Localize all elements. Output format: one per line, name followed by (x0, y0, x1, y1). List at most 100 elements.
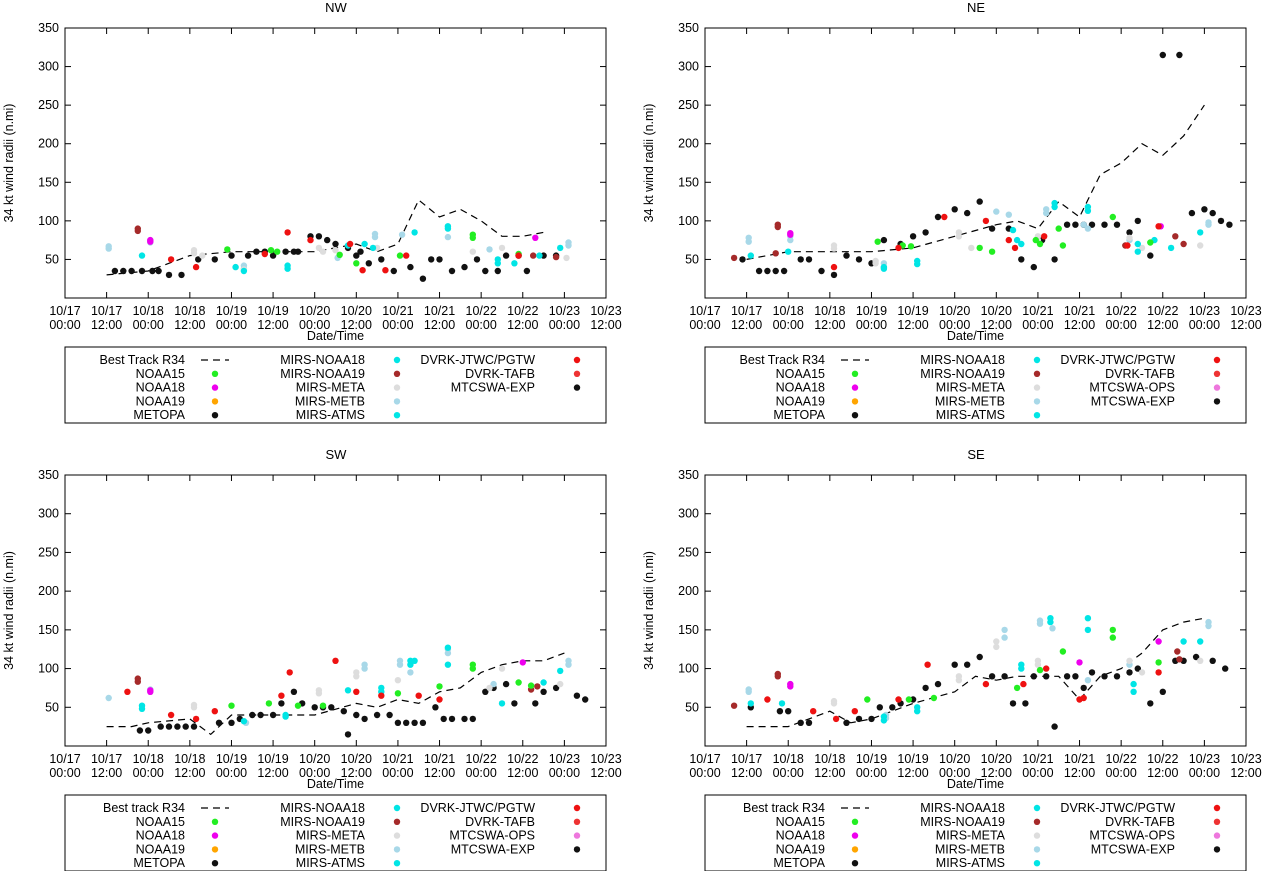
x-tick-label: 12:00 (91, 318, 122, 332)
data-point (128, 267, 135, 275)
x-tick-label: 12:00 (731, 766, 762, 780)
data-point (199, 252, 206, 259)
legend-dot-key (211, 860, 219, 867)
data-point (315, 690, 323, 697)
data-point (565, 242, 572, 249)
x-tick-label: 10/17 (49, 752, 80, 766)
legend-dot-key (573, 832, 581, 839)
legend-dot-key (573, 818, 581, 825)
x-tick-label: 10/22 (507, 752, 538, 766)
x-tick-label: 10/19 (257, 304, 288, 318)
data-point (278, 700, 285, 707)
legend-label: NOAA18 (136, 829, 185, 843)
best-track-line (746, 617, 1205, 728)
series-mirs-meta (190, 665, 564, 711)
series-mirs-metb (745, 206, 1212, 271)
x-tick-label: 10/19 (856, 304, 887, 318)
legend-dot-key (1213, 398, 1221, 405)
data-point (1030, 263, 1038, 271)
data-point (124, 688, 131, 695)
x-tick-label: 12:00 (814, 766, 845, 780)
data-point (1088, 669, 1096, 676)
y-tick-label: 150 (38, 623, 59, 637)
x-tick-label: 12:00 (814, 318, 845, 332)
data-point (895, 244, 902, 252)
legend-dot-key (211, 818, 219, 825)
data-point (536, 252, 543, 259)
legend-dot-key (211, 846, 219, 853)
x-tick-label: 10/18 (814, 752, 845, 766)
data-point (224, 246, 231, 253)
data-point (1059, 242, 1067, 249)
data-point (988, 673, 996, 680)
series-dvrk-jtwc-pgtw (124, 657, 443, 723)
data-point (745, 238, 752, 245)
data-point (787, 683, 794, 690)
data-point (1049, 625, 1056, 632)
x-tick-label: 12:00 (1230, 766, 1261, 780)
data-point (787, 236, 794, 244)
y-tick-label: 200 (38, 584, 59, 598)
series-noaa15 (228, 661, 535, 709)
data-point (532, 234, 539, 241)
data-point (346, 240, 354, 248)
data-point (378, 256, 385, 263)
data-point (1124, 242, 1131, 249)
x-tick-label: 10/17 (731, 304, 762, 318)
legend-dot-key (1033, 818, 1041, 825)
data-point (747, 700, 754, 707)
data-point (1113, 221, 1121, 228)
data-point (1084, 225, 1092, 232)
x-tick-label: 00:00 (216, 318, 247, 332)
data-point (407, 669, 414, 676)
legend-label: MIRS-ATMS (296, 856, 365, 870)
x-tick-label: 00:00 (466, 766, 497, 780)
data-point (1018, 256, 1025, 263)
x-tick-label: 12:00 (731, 318, 762, 332)
legend-label: MIRS-NOAA19 (280, 367, 365, 381)
legend-frame (704, 794, 1247, 871)
x-tick-label: 12:00 (257, 318, 288, 332)
legend-frame (64, 346, 607, 424)
data-point (1036, 240, 1044, 248)
data-point (832, 715, 840, 723)
data-point (976, 244, 983, 252)
series-dvrk-jtwc-pgtw (764, 661, 1162, 723)
data-point (1134, 248, 1142, 255)
data-point (394, 677, 402, 684)
legend-dot-key (573, 370, 581, 377)
data-point (444, 225, 452, 232)
legend-label: MIRS-ATMS (296, 408, 365, 422)
data-point (419, 275, 427, 282)
y-tick-label: 100 (38, 214, 59, 228)
data-point (1134, 240, 1142, 248)
data-point (1047, 618, 1054, 626)
data-point (872, 260, 879, 267)
data-point (494, 267, 501, 275)
data-point (1013, 684, 1021, 692)
legend-dot-key (393, 384, 401, 391)
data-point (843, 252, 850, 259)
legend-dot-key (393, 818, 401, 825)
data-point (486, 246, 493, 253)
x-tick-label: 00:00 (856, 766, 887, 780)
data-point (1101, 673, 1108, 680)
data-point (1138, 669, 1146, 676)
y-tick-label: 300 (38, 60, 59, 74)
series-mirs-noaa19 (730, 648, 1183, 709)
data-point (461, 715, 468, 723)
data-point (797, 719, 804, 726)
data-point (534, 683, 541, 690)
data-point (494, 260, 501, 267)
x-tick-label: 12:00 (1064, 766, 1095, 780)
y-tick-label: 250 (678, 545, 699, 559)
x-tick-label: 10/18 (133, 304, 164, 318)
x-tick-label: 10/19 (216, 304, 247, 318)
x-tick-label: 12:00 (1147, 766, 1178, 780)
data-point (934, 213, 942, 221)
data-point (105, 245, 112, 252)
series-mirs-meta (830, 638, 1204, 707)
y-tick-label: 250 (38, 545, 59, 559)
data-point (498, 700, 506, 707)
